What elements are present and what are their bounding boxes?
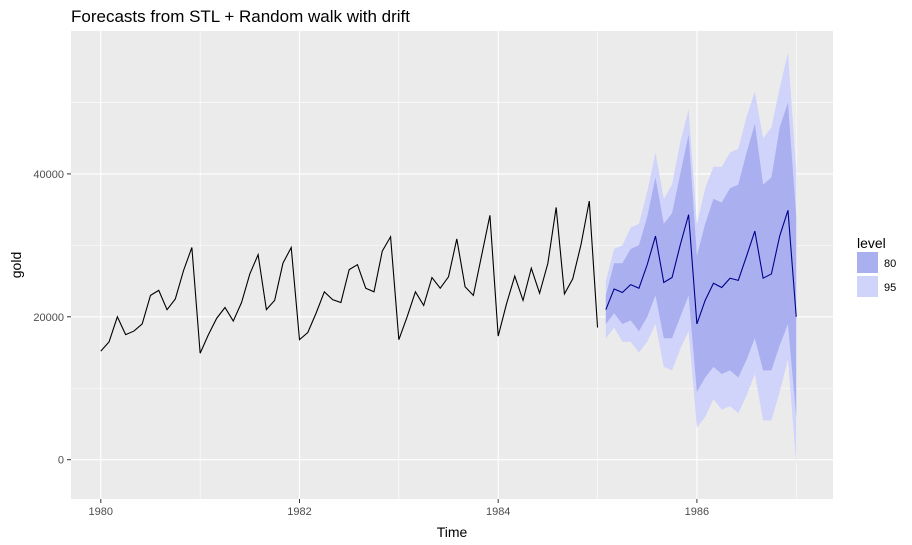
legend-label-80: 80 <box>884 258 896 270</box>
x-tick-label-1980: 1980 <box>89 506 113 518</box>
chart-title: Forecasts from STL + Random walk with dr… <box>71 7 410 26</box>
forecast-intervals <box>605 52 797 464</box>
y-tick-label-40000: 40000 <box>33 169 64 181</box>
legend: level 80 95 <box>857 235 896 297</box>
legend-label-95: 95 <box>884 282 896 294</box>
y-axis-title: gold <box>8 252 24 278</box>
history-line <box>100 200 599 354</box>
x-tick-label-1986: 1986 <box>685 506 709 518</box>
x-tick-label-1984: 1984 <box>486 506 510 518</box>
x-tick-label-1982: 1982 <box>287 506 311 518</box>
legend-key-80 <box>857 252 878 273</box>
x-axis-title: Time <box>437 524 468 540</box>
x-axis-ticks: 1980 1982 1984 1986 <box>89 499 709 518</box>
y-tick-label-0: 0 <box>58 455 64 467</box>
y-axis-ticks: 0 20000 40000 <box>33 169 71 467</box>
legend-key-95 <box>857 276 878 297</box>
interval-80-band <box>605 102 797 417</box>
legend-title: level <box>857 235 886 251</box>
forecast-line <box>605 210 797 325</box>
y-tick-label-20000: 20000 <box>33 312 64 324</box>
